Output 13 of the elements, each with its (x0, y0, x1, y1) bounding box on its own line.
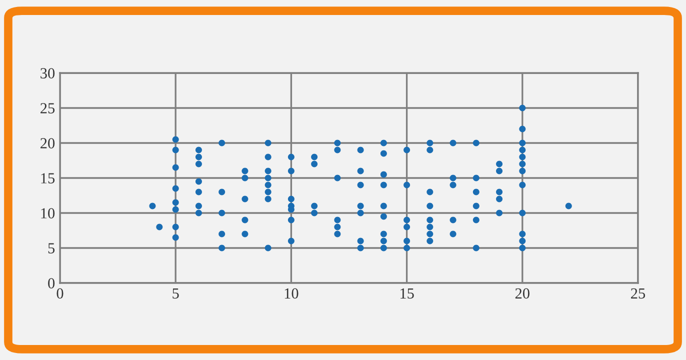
x-tick-label: 20 (515, 288, 530, 299)
x-tick-label: 10 (284, 288, 298, 299)
x-tick-label: 0 (56, 288, 64, 299)
y-tick-label: 25 (40, 103, 55, 114)
x-tick-label: 25 (631, 288, 646, 299)
y-tick-label: 20 (40, 138, 55, 148)
y-tick-label: 30 (40, 68, 55, 78)
y-tick-label: 10 (41, 208, 55, 218)
y-tick-label: 15 (41, 173, 55, 184)
x-tick-label: 5 (172, 288, 179, 299)
y-tick-label: 0 (48, 278, 55, 288)
y-tick-label: 5 (48, 243, 55, 254)
x-tick-label: 15 (400, 288, 414, 299)
